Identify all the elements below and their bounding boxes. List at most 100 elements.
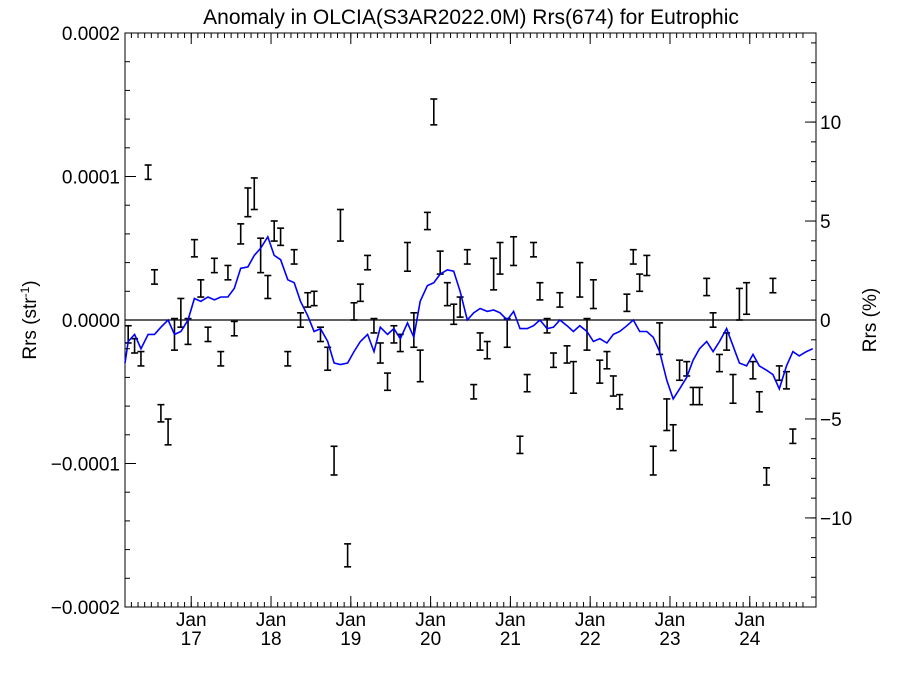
errorbar-point <box>450 303 458 326</box>
errorbar-point <box>755 390 763 413</box>
errorbar-point <box>735 287 743 321</box>
left-axis-label-superscript: -1 <box>18 286 32 297</box>
errorbar-point <box>689 386 697 406</box>
x-tick-month-label: Jan <box>335 610 366 631</box>
errorbar-point <box>623 293 631 313</box>
errorbar-point <box>403 241 411 273</box>
errorbar-point <box>230 320 238 337</box>
errorbar-point <box>510 235 518 267</box>
errorbar-point <box>483 340 491 360</box>
x-tick-month-label: Jan <box>256 610 287 631</box>
errorbar-point <box>709 312 717 328</box>
errorbar-point <box>589 279 597 310</box>
x-tick-year-label: 21 <box>500 629 521 650</box>
errorbar-point <box>290 248 298 265</box>
errorbar-point <box>416 349 424 383</box>
left-tick-label: −0.0001 <box>51 455 120 476</box>
x-tick-year-label: 24 <box>739 629 761 650</box>
right-y-axis: 10 5 0 −5 −10 <box>805 42 852 598</box>
errorbar-point <box>157 403 165 423</box>
errorbar-point <box>749 360 757 380</box>
left-axis-label: Rrs (str-1) <box>18 280 41 359</box>
errorbar-point <box>696 386 704 406</box>
errorbar-point <box>769 277 777 294</box>
right-tick-label: 5 <box>820 212 831 233</box>
errorbar-point <box>636 273 644 293</box>
errorbar-point <box>543 317 551 334</box>
errorbar-series <box>124 98 797 568</box>
errorbar-point <box>210 257 218 274</box>
errorbar-point <box>643 254 651 277</box>
errorbar-point <box>715 353 723 373</box>
chart-title: Anomaly in OLCIA(S3AR2022.0M) Rrs(674) f… <box>203 6 739 29</box>
errorbar-point <box>763 467 771 486</box>
errorbar-point <box>144 164 152 181</box>
errorbar-point <box>430 98 438 126</box>
x-tick-month-label: Jan <box>176 610 207 631</box>
errorbar-point <box>244 187 252 218</box>
errorbar-point <box>237 223 245 245</box>
errorbar-point <box>217 350 225 367</box>
errorbar-point <box>676 359 684 382</box>
errorbar-point <box>410 312 418 349</box>
right-axis-label: Rrs (%) <box>860 288 881 352</box>
left-y-axis: 0.0002 0.0001 0.0000 −0.0001 −0.0002 <box>51 24 136 619</box>
errorbar-point <box>330 445 338 476</box>
errorbar-point <box>297 312 305 328</box>
anomaly-line-series <box>124 234 814 401</box>
errorbar-point <box>336 208 344 242</box>
errorbar-point <box>224 264 232 281</box>
errorbar-point <box>743 281 751 316</box>
errorbar-point <box>204 326 212 343</box>
x-tick-year-label: 18 <box>260 629 281 650</box>
errorbar-point <box>775 365 783 382</box>
errorbar-point <box>596 359 604 384</box>
errorbar-point <box>609 375 617 397</box>
x-tick-month-label: Jan <box>575 610 606 631</box>
errorbar-point <box>137 350 145 367</box>
errorbar-point <box>284 350 292 367</box>
x-tick-year-label: 23 <box>659 629 680 650</box>
anomaly-line <box>124 234 814 401</box>
errorbar-point <box>277 227 285 247</box>
left-tick-label: −0.0002 <box>51 598 120 619</box>
errorbar-point <box>583 317 591 351</box>
errorbar-point <box>376 342 384 364</box>
x-tick-year-label: 20 <box>420 629 441 650</box>
errorbar-point <box>250 177 258 211</box>
errorbar-point <box>569 360 577 394</box>
right-tick-label: 10 <box>820 113 841 134</box>
errorbar-point <box>310 290 318 307</box>
errorbar-point <box>663 398 671 432</box>
errorbar-point <box>789 428 797 445</box>
errorbar-point <box>190 238 198 258</box>
left-tick-label: 0.0000 <box>62 311 120 332</box>
errorbar-point <box>443 281 451 307</box>
errorbar-point <box>703 277 711 297</box>
errorbar-point <box>257 237 265 274</box>
errorbar-point <box>436 250 444 275</box>
errorbar-point <box>530 241 538 258</box>
left-tick-label: 0.0001 <box>62 168 120 189</box>
errorbar-point <box>476 332 484 351</box>
errorbar-point <box>503 317 511 349</box>
errorbar-point <box>629 248 637 265</box>
errorbar-point <box>516 435 524 455</box>
x-tick-month-label: Jan <box>415 610 446 631</box>
errorbar-point <box>549 352 557 369</box>
errorbar-point <box>370 317 378 334</box>
errorbar-point <box>616 393 624 410</box>
errorbar-point <box>151 268 159 285</box>
x-tick-month-label: Jan <box>655 610 686 631</box>
errorbar-point <box>490 257 498 291</box>
errorbar-point <box>456 296 464 318</box>
errorbar-point <box>470 383 478 400</box>
plot-area <box>124 32 817 608</box>
errorbar-point <box>177 297 185 328</box>
errorbar-point <box>384 372 392 392</box>
errorbar-point <box>729 373 737 405</box>
right-tick-label: −10 <box>820 509 852 530</box>
left-axis-label-text: Rrs (str <box>20 297 41 360</box>
